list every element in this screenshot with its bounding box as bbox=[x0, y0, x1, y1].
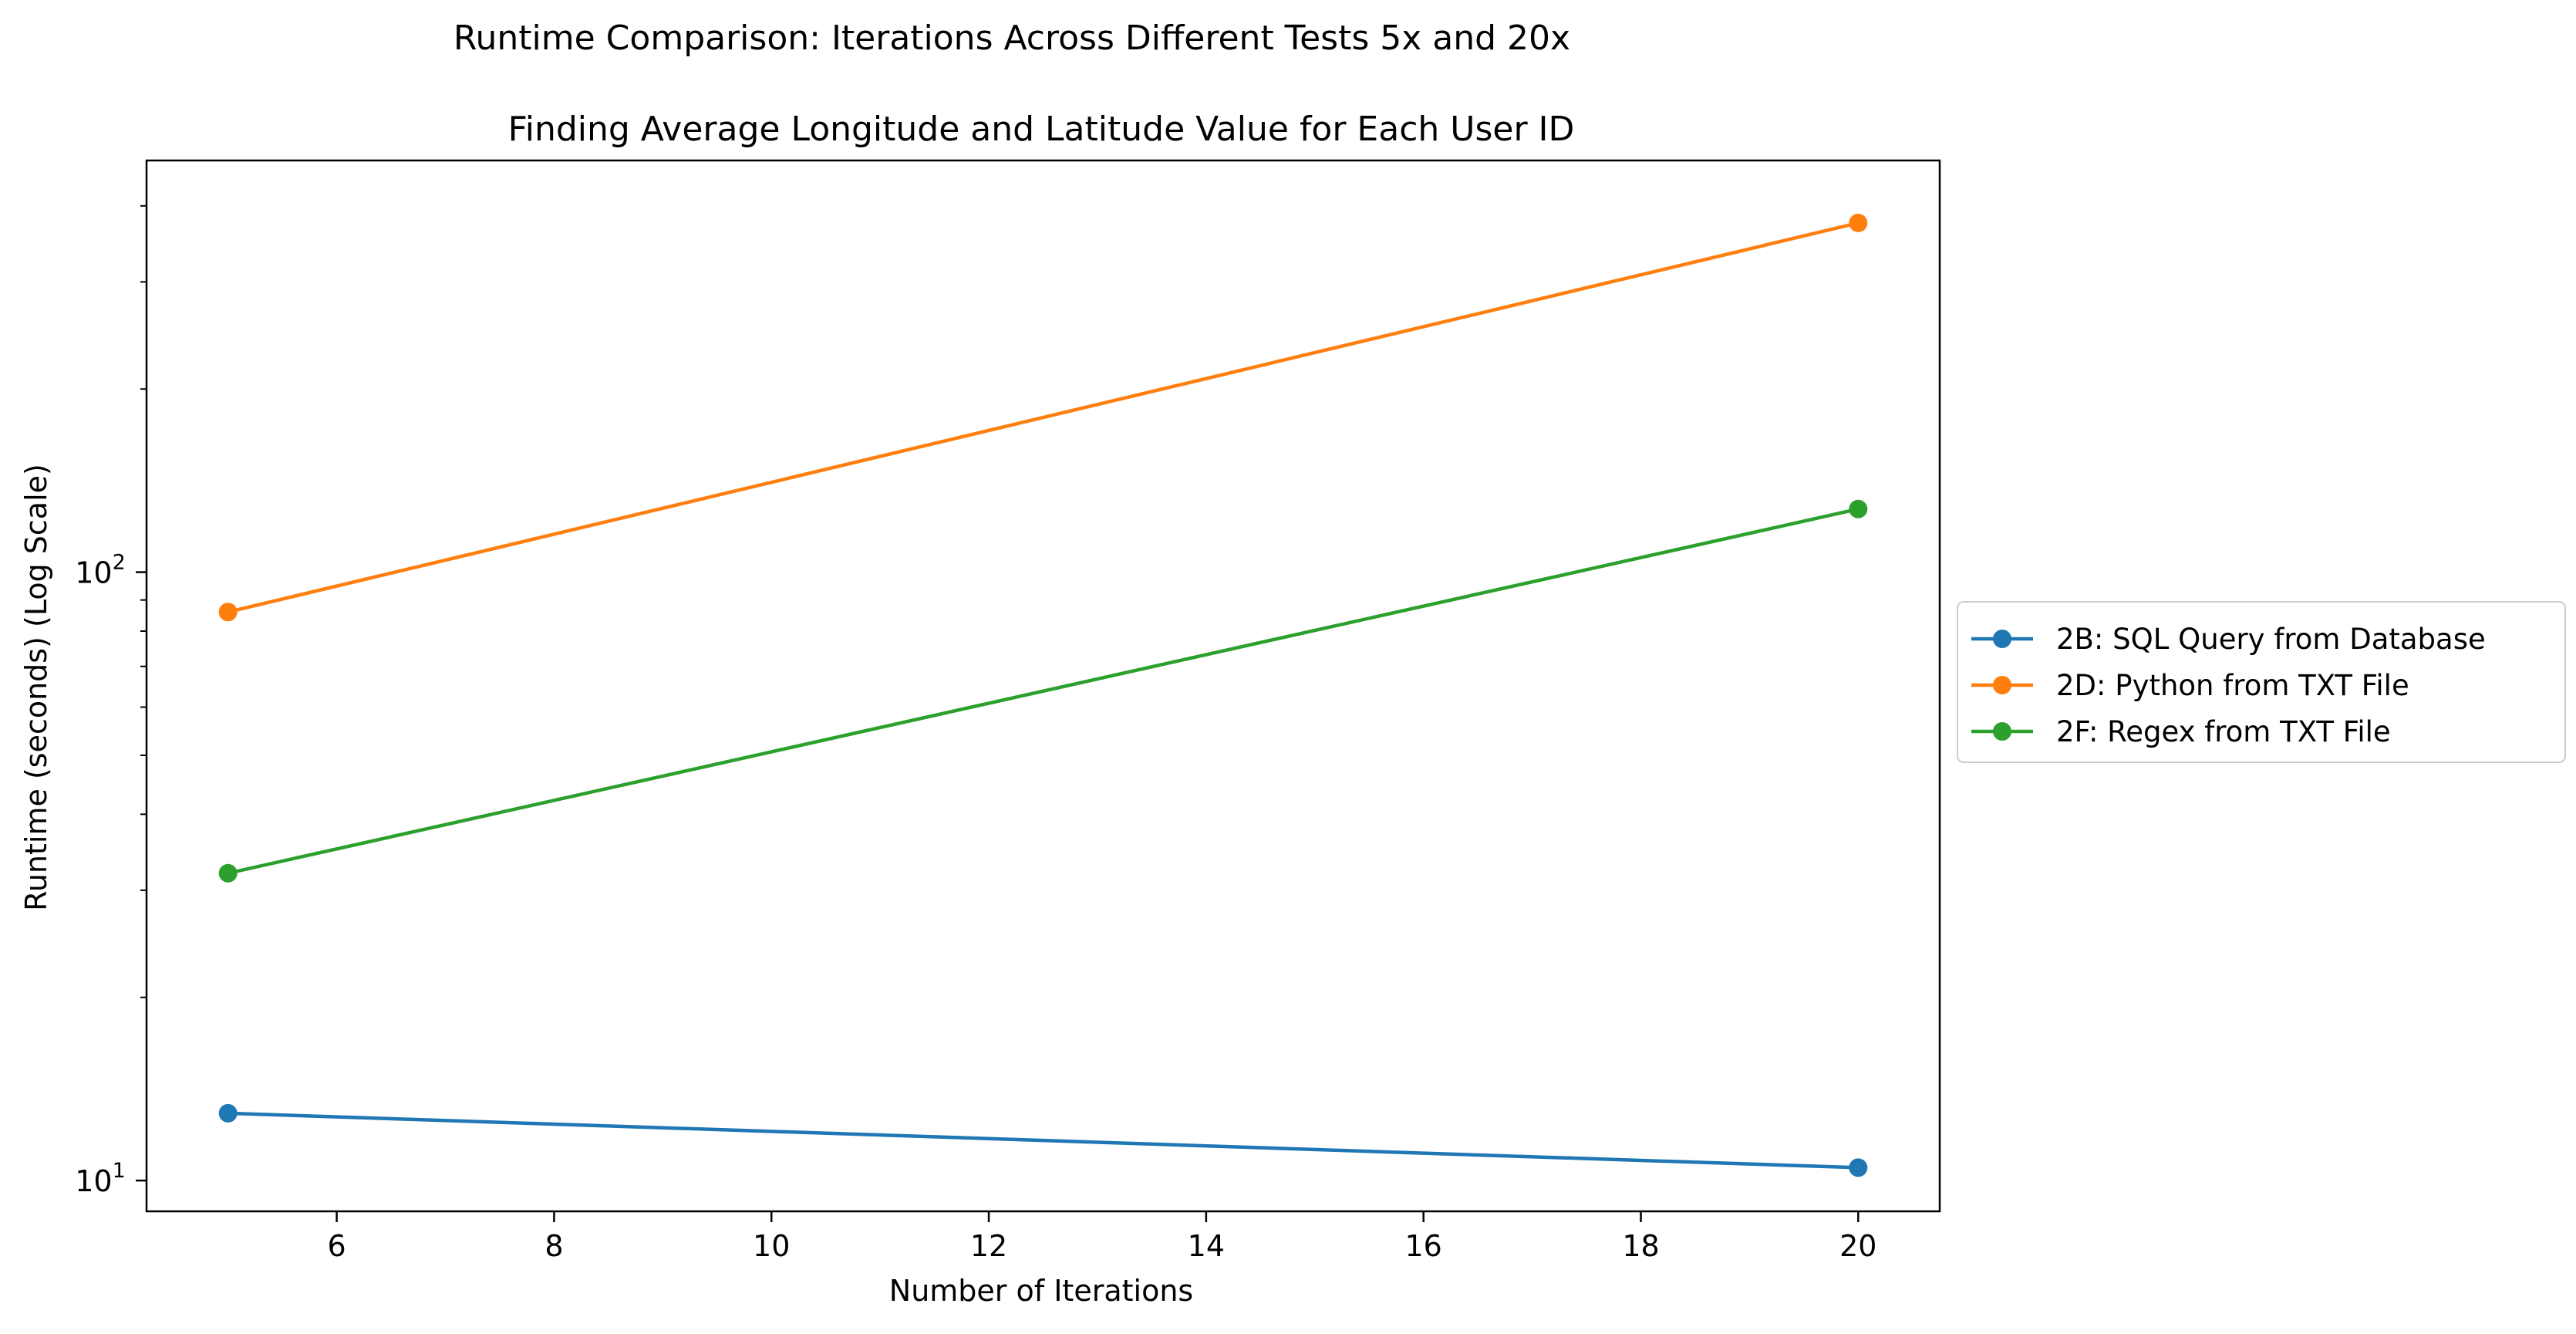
legend-item: 2F: Regex from TXT File bbox=[1971, 715, 2391, 748]
series-2 bbox=[218, 499, 1868, 883]
y-tick-label: 101 bbox=[75, 1159, 126, 1198]
plot-frame bbox=[145, 159, 1941, 1213]
legend-item: 2B: SQL Query from Database bbox=[1971, 623, 2486, 656]
series-layer bbox=[218, 213, 1868, 1177]
series-0 bbox=[218, 1103, 1868, 1177]
y-axis-label: Runtime (seconds) (Log Scale) bbox=[19, 464, 53, 911]
legend-marker bbox=[1993, 630, 2011, 648]
x-axis-label: Number of Iterations bbox=[889, 1274, 1193, 1308]
data-point bbox=[218, 603, 238, 622]
legend-marker bbox=[1993, 676, 2011, 694]
legend-item: 2D: Python from TXT File bbox=[1971, 669, 2409, 702]
x-tick-label: 14 bbox=[1188, 1229, 1225, 1263]
x-tick-label: 16 bbox=[1405, 1229, 1442, 1263]
x-tick-label: 12 bbox=[970, 1229, 1007, 1263]
legend-marker bbox=[1993, 722, 2011, 741]
x-tick-label: 18 bbox=[1622, 1229, 1659, 1263]
legend-label: 2F: Regex from TXT File bbox=[2056, 715, 2391, 748]
legend: 2B: SQL Query from Database 2D: Python fr… bbox=[1957, 601, 2566, 763]
data-point bbox=[1849, 1158, 1868, 1177]
legend-label: 2B: SQL Query from Database bbox=[2056, 623, 2486, 656]
series-1 bbox=[218, 213, 1868, 622]
x-tick-label: 6 bbox=[327, 1229, 346, 1263]
x-tick-label: 20 bbox=[1839, 1229, 1876, 1263]
series-line bbox=[228, 1111, 1859, 1170]
y-tick-label-base: 10 bbox=[75, 556, 112, 590]
y-tick-label-exponent: 2 bbox=[113, 551, 126, 575]
y-tick-label-exponent: 1 bbox=[113, 1159, 126, 1183]
y-tick-label: 102 bbox=[75, 551, 126, 590]
data-point bbox=[218, 1103, 238, 1123]
data-point bbox=[1849, 213, 1868, 232]
y-tick-label-base: 10 bbox=[75, 1164, 112, 1198]
series-line bbox=[228, 507, 1859, 875]
x-tick-label: 10 bbox=[753, 1229, 790, 1263]
legend-box bbox=[1957, 601, 2566, 763]
chart-suptitle: Runtime Comparison: Iterations Across Di… bbox=[453, 19, 1570, 58]
series-line bbox=[228, 221, 1859, 614]
data-point bbox=[218, 863, 238, 883]
legend-label: 2D: Python from TXT File bbox=[2056, 669, 2409, 702]
x-tick-label: 8 bbox=[545, 1229, 563, 1263]
data-point bbox=[1849, 499, 1868, 518]
chart-title: Finding Average Longitude and Latitude V… bbox=[508, 110, 1575, 149]
